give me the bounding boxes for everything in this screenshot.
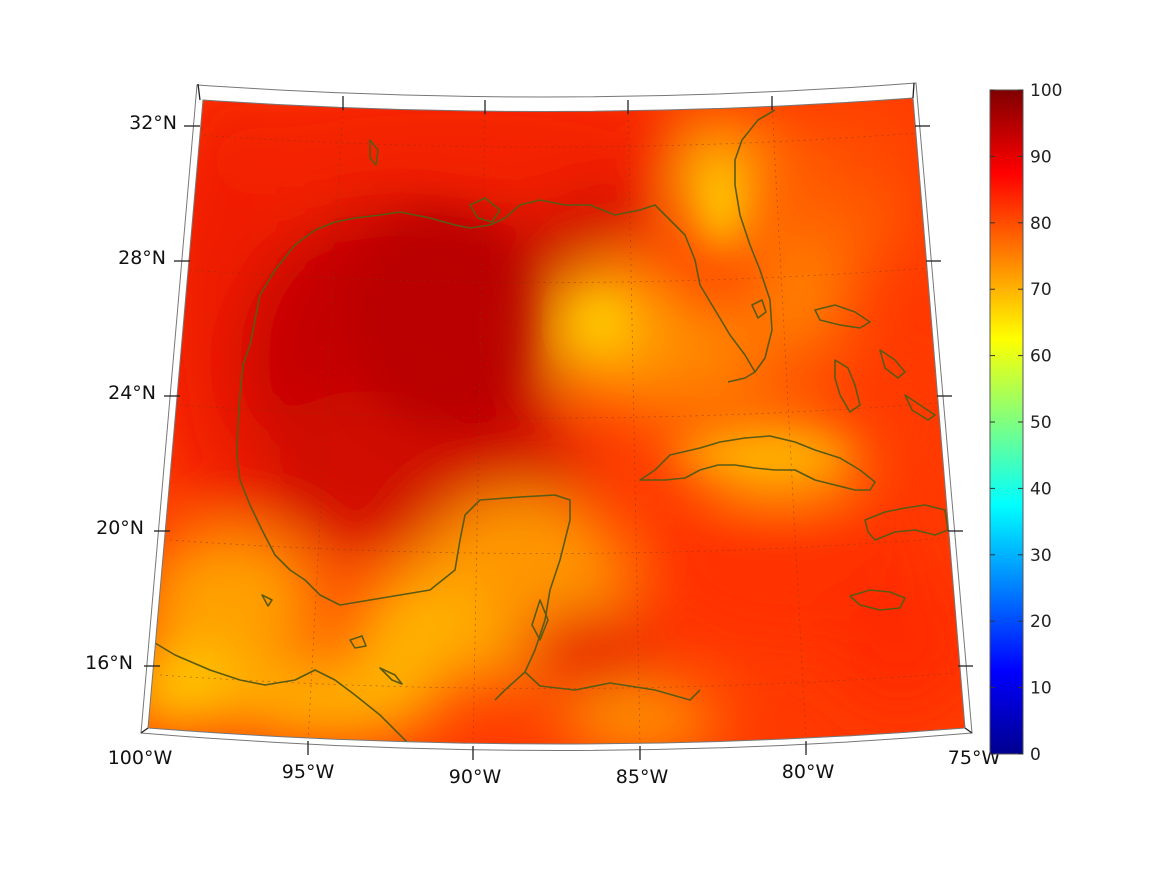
lat-label-16: 16°N [85, 652, 133, 674]
colorbar-label-60: 60 [1030, 347, 1052, 367]
lat-label-24: 24°N [108, 382, 156, 404]
frame-ticks [140, 82, 973, 760]
colorbar-label-10: 10 [1030, 679, 1052, 699]
lon-label-80w: 80°W [782, 761, 835, 783]
colorbar-ticks [990, 89, 1023, 755]
lon-label-75w: 75°W [948, 747, 1001, 769]
colorbar-label-90: 90 [1030, 147, 1052, 167]
colorbar-label-80: 80 [1030, 214, 1052, 234]
lon-label-90w: 90°W [449, 766, 502, 788]
longitude-labels: 100°W 95°W 90°W 85°W 80°W 75°W [108, 747, 1001, 788]
colorbar-label-50: 50 [1030, 413, 1052, 433]
lon-label-85w: 85°W [616, 766, 669, 788]
colorbar-label-40: 40 [1030, 479, 1052, 499]
colorbar-gradient [989, 89, 1024, 755]
colorbar-label-20: 20 [1030, 612, 1052, 632]
colorbar-label-70: 70 [1030, 280, 1052, 300]
graticule [159, 103, 958, 744]
colorbar-label-0: 0 [1030, 745, 1041, 765]
lon-label-95w: 95°W [282, 761, 335, 783]
lon-label-100w: 100°W [108, 747, 173, 769]
lat-label-20: 20°N [96, 517, 144, 539]
colorbar-label-100: 100 [1030, 81, 1062, 101]
temperature-field [148, 98, 965, 744]
colorbar-label-30: 30 [1030, 546, 1052, 566]
coastlines [149, 109, 949, 744]
lat-label-28: 28°N [118, 247, 166, 269]
latitude-labels: 32°N 28°N 24°N 20°N 16°N [85, 112, 177, 674]
lat-label-32: 32°N [129, 112, 177, 134]
